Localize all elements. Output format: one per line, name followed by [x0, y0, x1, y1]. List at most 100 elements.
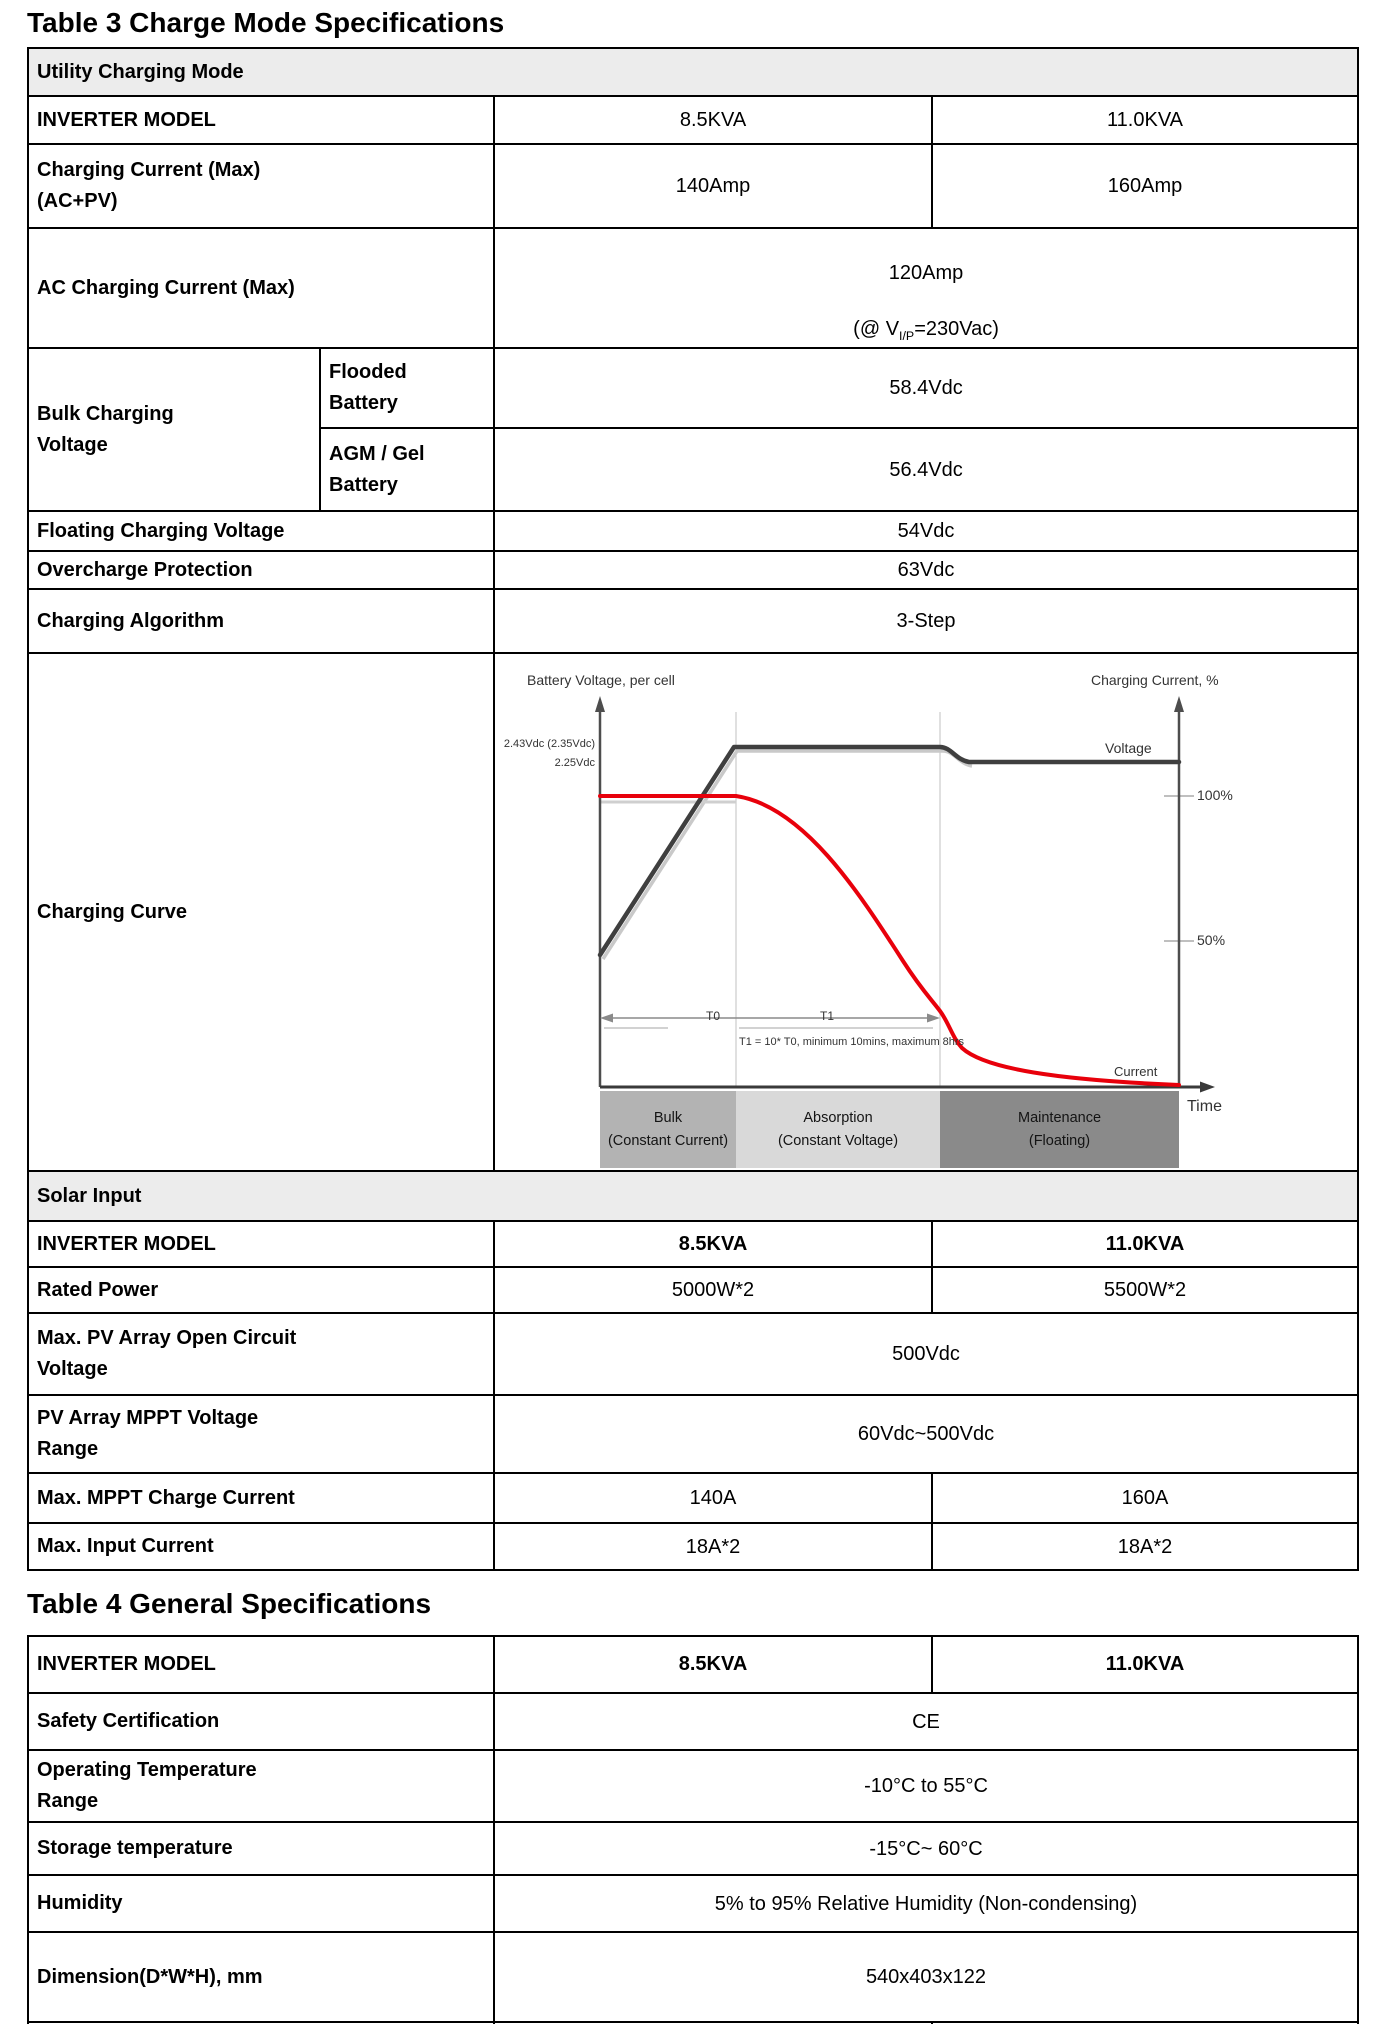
current-series-label: Current [1114, 1064, 1158, 1080]
spec-value-85: 8.5KVA [493, 1220, 933, 1269]
spec-label: Max. MPPT Charge Current [27, 1472, 495, 1525]
spec-value-110: 160Amp [930, 143, 1360, 229]
spec-value-85: 5000W*2 [493, 1266, 933, 1315]
t1-note: T1 = 10* T0, minimum 10mins, maximum 8hr… [739, 1036, 965, 1049]
x-axis-arrow-icon [1200, 1081, 1215, 1093]
duration-arrow-left-icon [600, 1013, 613, 1023]
spec-value-85: 8.5KVA [493, 95, 933, 145]
ac-charge-condition-suffix: =230Vac) [914, 318, 999, 340]
spec-value-110: 11.0KVA [931, 1635, 1359, 1695]
spec-value-110: 160A [930, 1472, 1360, 1525]
table-row: Overcharge Protection 63Vdc [27, 550, 1360, 591]
spec-value-shared: 63Vdc [492, 550, 1360, 591]
charging-curve-chart-cell: Battery Voltage, per cell Charging Curre… [492, 652, 1360, 1173]
spec-label: INVERTER MODEL [27, 1220, 495, 1269]
table-row: INVERTER MODEL 8.5KVA 11.0KVA [27, 1220, 1360, 1269]
table-row: PV Array MPPT Voltage Range 60Vdc~500Vdc [27, 1394, 1360, 1475]
x-axis-title: Time [1187, 1098, 1222, 1116]
table-row: AGM / Gel Battery 56.4Vdc [28, 427, 1360, 513]
spec-label: PV Array MPPT Voltage Range [27, 1394, 495, 1475]
spec-value-110: 11.0KVA [930, 1220, 1360, 1269]
table-row: Operating Temperature Range -10°C to 55°… [27, 1749, 1359, 1824]
t1-annotation: T1 [820, 1009, 835, 1024]
spec-value-shared: 500Vdc [492, 1312, 1360, 1397]
table-row: Bulk Charging Voltage Flooded Battery 58… [27, 347, 1360, 513]
section-header-utility: Utility Charging Mode [26, 47, 1360, 97]
ytick-225vdc: 2.25Vdc [554, 757, 595, 770]
left-axis-arrow-icon [595, 696, 605, 713]
spec-value-shared: 540x403x122 [493, 1931, 1359, 2024]
table-row: Charging Curve [27, 652, 1360, 1173]
right-axis-arrow-icon [1174, 696, 1184, 713]
ac-charge-condition-prefix: (@ V [853, 318, 900, 340]
charging-curve-chart: Battery Voltage, per cell Charging Curre… [503, 656, 1349, 1169]
right-axis-title: Charging Current, % [1091, 672, 1219, 689]
spec-value-85: 18A*2 [493, 1522, 933, 1572]
table-row: Max. PV Array Open Circuit Voltage 500Vd… [27, 1312, 1360, 1397]
spec-value-shared: 54Vdc [492, 510, 1360, 553]
spec-label: Charging Algorithm [27, 588, 495, 655]
spec-value-shared: 3-Step [492, 588, 1360, 655]
spec-label: AC Charging Current (Max) [27, 226, 495, 350]
spec-label: Dimension(D*W*H), mm [27, 1931, 495, 2024]
table-row: Charging Current (Max) (AC+PV) 140Amp 16… [27, 143, 1360, 229]
duration-arrow-right-icon [927, 1013, 940, 1023]
spec-value-85: 140Amp [493, 143, 933, 229]
spec-label: Storage temperature [27, 1821, 495, 1877]
spec-label: Max. PV Array Open Circuit Voltage [27, 1312, 495, 1397]
table4-general-specs: INVERTER MODEL 8.5KVA 11.0KVA Safety Cer… [27, 1635, 1359, 2024]
spec-value-85: 14.4 [493, 2021, 933, 2024]
ac-charge-condition-subscript: I/P [899, 329, 915, 343]
ytick-243vdc: 2.43Vdc (2.35Vdc) [503, 738, 595, 751]
rtick-50pct: 50% [1197, 932, 1226, 949]
spec-label: Charging Current (Max) (AC+PV) [27, 143, 495, 229]
spec-value-shared: 120Amp (@ VI/P=230Vac) [492, 226, 1360, 350]
table-row: Floating Charging Voltage 54Vdc [27, 510, 1360, 553]
section-header-solar: Solar Input [26, 1170, 1360, 1223]
spec-value-shared: 58.4Vdc [492, 347, 1360, 430]
voltage-series-label: Voltage [1105, 740, 1152, 757]
stage-bulk: Bulk (Constant Current) [600, 1091, 736, 1169]
table-row: Safety Certification CE [27, 1692, 1359, 1752]
spec-label: Charging Curve [27, 652, 495, 1173]
spec-value-shared: 56.4Vdc [492, 427, 1360, 513]
spec-value-110: 14.8 [931, 2021, 1359, 2024]
spec-label: Safety Certification [27, 1692, 495, 1752]
current-curve [598, 794, 1181, 1088]
spec-value-shared: 5% to 95% Relative Humidity (Non-condens… [493, 1874, 1359, 1934]
battery-type-agm-gel: AGM / Gel Battery [319, 427, 495, 513]
spec-value-85: 140A [493, 1472, 933, 1525]
voltage-curve-shadow [601, 749, 973, 961]
spec-label: Bulk Charging Voltage [27, 347, 321, 513]
table-row: Max. MPPT Charge Current 140A 160A [27, 1472, 1360, 1525]
spec-label: Rated Power [27, 1266, 495, 1315]
table-row: Dimension(D*W*H), mm 540x403x122 [27, 1931, 1359, 2024]
spec-value-shared: CE [493, 1692, 1359, 1752]
spec-label: Overcharge Protection [27, 550, 495, 591]
table3-charge-mode-specs: Utility Charging Mode INVERTER MODEL 8.5… [26, 47, 1360, 1572]
spec-value-110: 5500W*2 [930, 1266, 1360, 1315]
spec-value-110: 18A*2 [930, 1522, 1360, 1572]
spec-value-shared: 60Vdc~500Vdc [492, 1394, 1360, 1475]
table-row: INVERTER MODEL 8.5KVA 11.0KVA [27, 95, 1360, 145]
spec-label: INVERTER MODEL [27, 1635, 495, 1695]
ac-charge-value-line1: 120Amp [888, 262, 964, 284]
table-row: Solar Input [26, 1170, 1360, 1223]
battery-type-flooded: Flooded Battery [319, 347, 495, 430]
table-row: INVERTER MODEL 8.5KVA 11.0KVA [27, 1635, 1359, 1695]
table4-title: Table 4 General Specifications [27, 1588, 432, 1620]
table3-title: Table 3 Charge Mode Specifications [27, 7, 505, 38]
spec-label: Operating Temperature Range [27, 1749, 495, 1824]
spec-label: INVERTER MODEL [27, 95, 495, 145]
table-row: Net Weight, kg 14.4 14.8 [27, 2021, 1359, 2024]
spec-label: Floating Charging Voltage [27, 510, 495, 553]
spec-label: Max. Input Current [27, 1522, 495, 1572]
voltage-curve [597, 745, 1182, 958]
spec-label: Humidity [27, 1874, 495, 1934]
spec-value-110: 11.0KVA [930, 95, 1360, 145]
table-row: Charging Algorithm 3-Step [27, 588, 1360, 655]
table-row: Rated Power 5000W*2 5500W*2 [27, 1266, 1360, 1315]
spec-label: Net Weight, kg [27, 2021, 495, 2024]
table-row: AC Charging Current (Max) 120Amp (@ VI/P… [27, 226, 1360, 350]
